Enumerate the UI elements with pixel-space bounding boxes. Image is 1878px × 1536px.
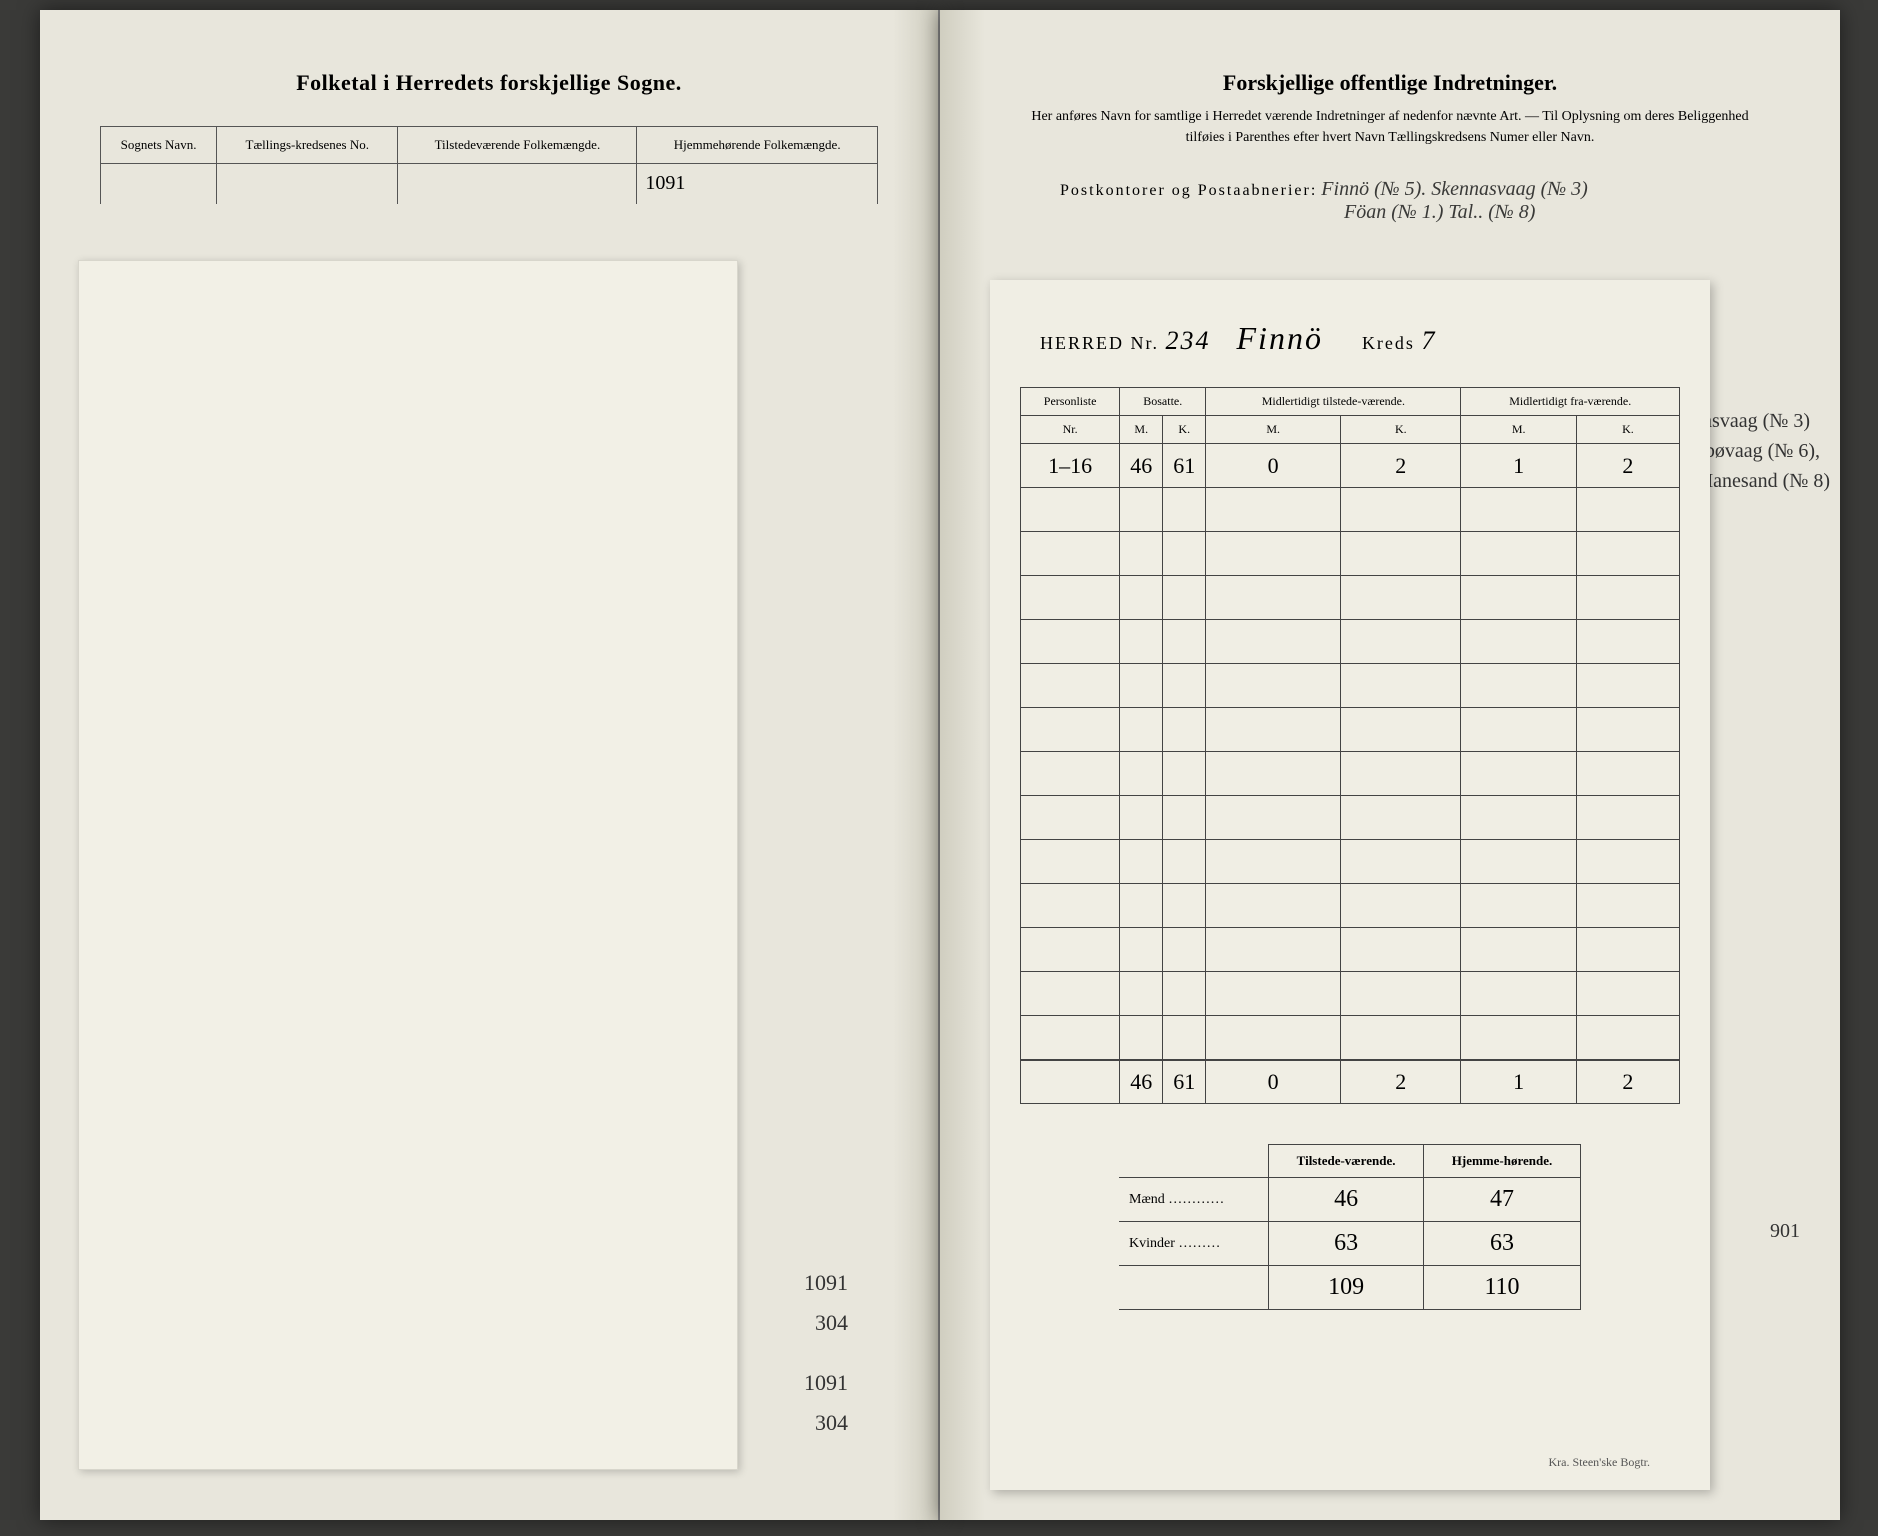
left-page-title: Folketal i Herredets forskjellige Sogne. [40, 70, 938, 96]
cell-fm: 1 [1461, 444, 1576, 488]
h-midl-fra: Midlertidigt fra-værende. [1461, 388, 1680, 416]
peek-text-4: 901 [1770, 1220, 1800, 1243]
h-fm: M. [1461, 416, 1576, 444]
sum-kvinder-t: 63 [1269, 1222, 1424, 1266]
row1-hjemme: 1091 [637, 164, 878, 204]
sum-col1: Tilstede-værende. [1269, 1145, 1424, 1178]
sum-kvinder-h: 63 [1423, 1222, 1580, 1266]
open-book: Folketal i Herredets forskjellige Sogne.… [40, 10, 1840, 1520]
blank-overlay-sheet [78, 260, 738, 1470]
marginal-1091b: 1091 [804, 1370, 848, 1396]
left-page: Folketal i Herredets forskjellige Sogne.… [40, 10, 940, 1520]
sum-maend-t: 46 [1269, 1178, 1424, 1222]
right-page: Forskjellige offentlige Indretninger. He… [940, 10, 1840, 1520]
h-tm: M. [1206, 416, 1341, 444]
herred-line: HERRED Nr. 234 Finnö Kreds 7 [1040, 320, 1670, 357]
sum-total-t: 109 [1269, 1266, 1424, 1310]
post-line: Postkontorer og Postaabnerier: Finnö (№ … [1060, 178, 1760, 224]
tot-tk: 2 [1341, 1060, 1461, 1104]
h-nr: Nr. [1021, 416, 1120, 444]
tot-bm: 46 [1120, 1060, 1163, 1104]
summary-table: Tilstede-værende. Hjemme-hørende. Mænd …… [1119, 1144, 1581, 1310]
kreds-label: Kreds [1362, 333, 1415, 353]
cell-tm: 0 [1206, 444, 1341, 488]
col-tilstede: Tilstedeværende Folkemængde. [398, 127, 637, 164]
sum-total-h: 110 [1423, 1266, 1580, 1310]
tot-bk: 61 [1163, 1060, 1206, 1104]
cell-bm: 46 [1120, 444, 1163, 488]
tot-fm: 1 [1461, 1060, 1576, 1104]
data-row-1: 1–16 46 61 0 2 1 2 [1021, 444, 1680, 488]
cell-bk: 61 [1163, 444, 1206, 488]
cell-tk: 2 [1341, 444, 1461, 488]
post-label: Postkontorer og Postaabnerier: [1060, 182, 1317, 199]
col-hjemme: Hjemmehørende Folkemængde. [637, 127, 878, 164]
herred-no: 234 [1166, 326, 1211, 355]
post-handwritten-2: Föan (№ 1.) Tal.. (№ 8) [1344, 201, 1535, 223]
left-folketal-table: Sognets Navn. Tællings-kredsenes No. Til… [100, 126, 878, 204]
herred-name: Finnö [1237, 320, 1323, 356]
marginal-1091a: 1091 [804, 1270, 848, 1296]
h-bk: K. [1163, 416, 1206, 444]
col-kreds-no: Tællings-kredsenes No. [217, 127, 398, 164]
tot-tm: 0 [1206, 1060, 1341, 1104]
marginal-304a: 304 [815, 1310, 848, 1336]
sum-maend-h: 47 [1423, 1178, 1580, 1222]
h-fk: K. [1576, 416, 1679, 444]
right-page-title: Forskjellige offentlige Indretninger. [940, 70, 1840, 96]
cell-fk: 2 [1576, 444, 1679, 488]
h-tk: K. [1341, 416, 1461, 444]
printer-footer: Kra. Steen'ske Bogtr. [1549, 1455, 1650, 1470]
sum-kvinder-label: Kvinder ……… [1119, 1222, 1269, 1266]
h-midl-til: Midlertidigt tilstede-værende. [1206, 388, 1461, 416]
census-card: HERRED Nr. 234 Finnö Kreds 7 Personliste… [990, 280, 1710, 1490]
marginal-304b: 304 [815, 1410, 848, 1436]
cell-nr: 1–16 [1021, 444, 1120, 488]
h-bm: M. [1120, 416, 1163, 444]
right-intro-text: Her anføres Navn for samtlige i Herredet… [1020, 106, 1760, 148]
h-bosatte: Bosatte. [1120, 388, 1206, 416]
post-handwritten-1: Finnö (№ 5). Skennasvaag (№ 3) [1321, 178, 1588, 200]
main-census-table: Personliste Bosatte. Midlertidigt tilste… [1020, 387, 1680, 1104]
sum-col2: Hjemme-hørende. [1423, 1145, 1580, 1178]
totals-row: 46 61 0 2 1 2 [1021, 1060, 1680, 1104]
sum-maend-label: Mænd ………… [1119, 1178, 1269, 1222]
herred-label: HERRED Nr. [1040, 333, 1159, 353]
tot-fk: 2 [1576, 1060, 1679, 1104]
h-personliste: Personliste [1021, 388, 1120, 416]
kreds-no: 7 [1421, 326, 1436, 355]
col-sognets-navn: Sognets Navn. [101, 127, 217, 164]
